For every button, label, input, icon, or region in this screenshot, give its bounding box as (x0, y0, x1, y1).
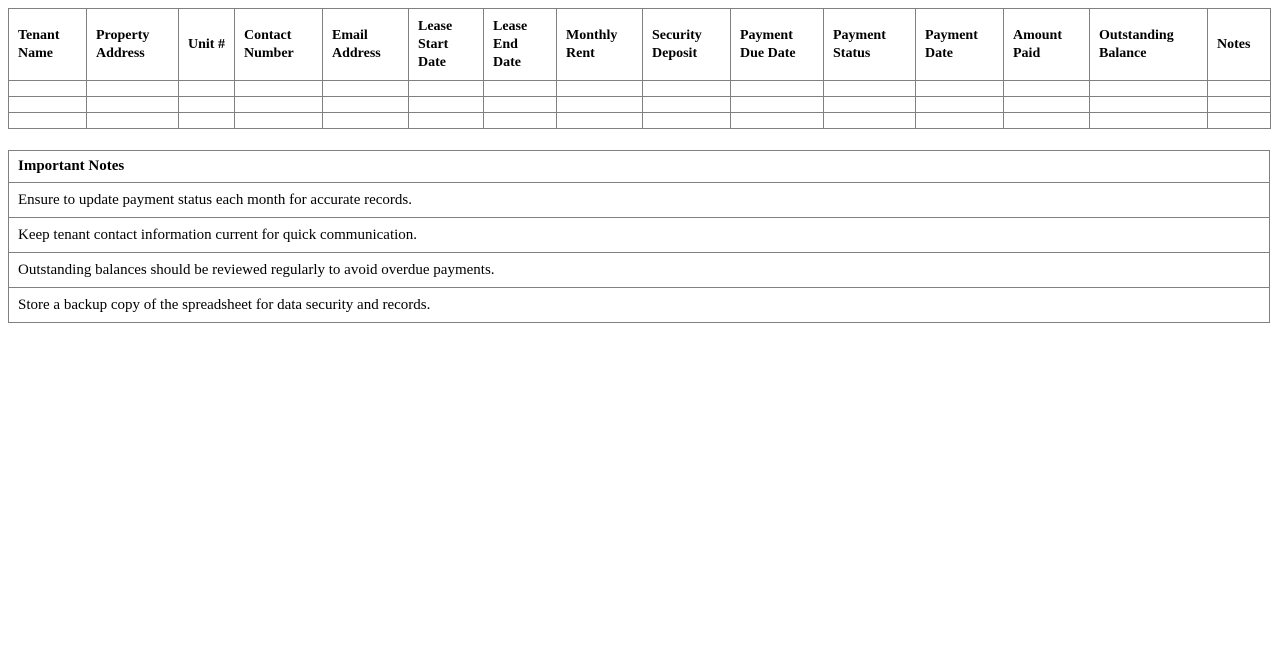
tracker-cell-r1-contact-number (234, 96, 323, 113)
tracker-empty-row (8, 112, 1271, 129)
tracker-cell-r0-lease-end-date (483, 80, 557, 97)
tracker-empty-row (8, 96, 1271, 113)
tracker-cell-r1-payment-status (823, 96, 916, 113)
column-header-lease-start-date: Lease Start Date (408, 8, 484, 81)
tracker-cell-r1-property-address (86, 96, 179, 113)
tracker-cell-r0-tenant-name (8, 80, 87, 97)
tracker-cell-r1-lease-start-date (408, 96, 484, 113)
column-header-security-deposit: Security Deposit (642, 8, 731, 81)
important-notes-table-head: Important Notes (8, 150, 1270, 183)
note-text: Keep tenant contact information current … (8, 217, 1270, 253)
tracker-cell-r0-email-address (322, 80, 409, 97)
column-header-unit: Unit # (178, 8, 235, 81)
note-text: Store a backup copy of the spreadsheet f… (8, 287, 1270, 323)
tracker-cell-r0-notes (1207, 80, 1271, 97)
note-text: Ensure to update payment status each mon… (8, 182, 1270, 218)
tracker-cell-r2-tenant-name (8, 112, 87, 129)
column-header-email-address: Email Address (322, 8, 409, 81)
important-notes-table-body: Ensure to update payment status each mon… (8, 182, 1270, 323)
tracker-cell-r0-payment-status (823, 80, 916, 97)
important-notes-table: Important Notes Ensure to update payment… (8, 150, 1270, 323)
tracker-cell-r2-lease-start-date (408, 112, 484, 129)
notes-header-cell: Important Notes (8, 150, 1270, 183)
tracker-cell-r2-unit (178, 112, 235, 129)
tracker-cell-r1-notes (1207, 96, 1271, 113)
tracker-empty-row (8, 80, 1271, 97)
tracker-cell-r1-unit (178, 96, 235, 113)
tracker-cell-r1-payment-date (915, 96, 1004, 113)
tracker-cell-r2-payment-due-date (730, 112, 824, 129)
tracker-cell-r2-property-address (86, 112, 179, 129)
column-header-lease-end-date: Lease End Date (483, 8, 557, 81)
column-header-tenant-name: Tenant Name (8, 8, 87, 81)
tracker-cell-r2-contact-number (234, 112, 323, 129)
tracker-cell-r0-property-address (86, 80, 179, 97)
note-text: Outstanding balances should be reviewed … (8, 252, 1270, 288)
tracker-cell-r2-amount-paid (1003, 112, 1090, 129)
column-header-monthly-rent: Monthly Rent (556, 8, 643, 81)
tracker-cell-r1-email-address (322, 96, 409, 113)
tracker-cell-r1-payment-due-date (730, 96, 824, 113)
tracker-cell-r2-notes (1207, 112, 1271, 129)
tracker-cell-r0-amount-paid (1003, 80, 1090, 97)
tracker-cell-r0-unit (178, 80, 235, 97)
note-row: Store a backup copy of the spreadsheet f… (8, 287, 1270, 323)
column-header-contact-number: Contact Number (234, 8, 323, 81)
tracker-cell-r2-lease-end-date (483, 112, 557, 129)
tenant-tracker-table: Tenant Name Property Address Unit # Contact… (8, 8, 1271, 129)
tracker-cell-r2-email-address (322, 112, 409, 129)
note-row: Ensure to update payment status each mon… (8, 182, 1270, 218)
tracker-cell-r1-lease-end-date (483, 96, 557, 113)
tracker-cell-r0-payment-due-date (730, 80, 824, 97)
document-page: Tenant Name Property Address Unit # Contact… (8, 8, 1271, 323)
tracker-cell-r1-monthly-rent (556, 96, 643, 113)
tracker-cell-r1-outstanding-balance (1089, 96, 1208, 113)
tracker-cell-r2-monthly-rent (556, 112, 643, 129)
column-header-payment-due-date: Payment Due Date (730, 8, 824, 81)
column-header-outstanding-balance: Outstanding Balance (1089, 8, 1208, 81)
column-header-notes: Notes (1207, 8, 1271, 81)
note-row: Outstanding balances should be reviewed … (8, 252, 1270, 288)
notes-header-row: Important Notes (8, 150, 1270, 183)
tracker-cell-r2-security-deposit (642, 112, 731, 129)
tracker-header-row: Tenant Name Property Address Unit # Contact… (8, 8, 1271, 81)
tracker-cell-r1-security-deposit (642, 96, 731, 113)
column-header-payment-status: Payment Status (823, 8, 916, 81)
tracker-cell-r1-tenant-name (8, 96, 87, 113)
tracker-cell-r0-outstanding-balance (1089, 80, 1208, 97)
tenant-tracker-table-body (8, 80, 1271, 129)
column-header-property-address: Property Address (86, 8, 179, 81)
tracker-cell-r0-contact-number (234, 80, 323, 97)
tenant-tracker-table-head: Tenant Name Property Address Unit # Contact… (8, 8, 1271, 81)
tracker-cell-r2-outstanding-balance (1089, 112, 1208, 129)
note-row: Keep tenant contact information current … (8, 217, 1270, 253)
tracker-cell-r0-lease-start-date (408, 80, 484, 97)
tracker-cell-r0-security-deposit (642, 80, 731, 97)
tracker-cell-r1-amount-paid (1003, 96, 1090, 113)
tracker-cell-r2-payment-date (915, 112, 1004, 129)
tracker-cell-r2-payment-status (823, 112, 916, 129)
tracker-cell-r0-monthly-rent (556, 80, 643, 97)
column-header-amount-paid: Amount Paid (1003, 8, 1090, 81)
column-header-payment-date: Payment Date (915, 8, 1004, 81)
tracker-cell-r0-payment-date (915, 80, 1004, 97)
